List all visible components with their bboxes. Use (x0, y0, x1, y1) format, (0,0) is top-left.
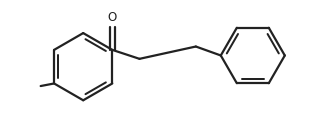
Text: O: O (108, 11, 117, 24)
